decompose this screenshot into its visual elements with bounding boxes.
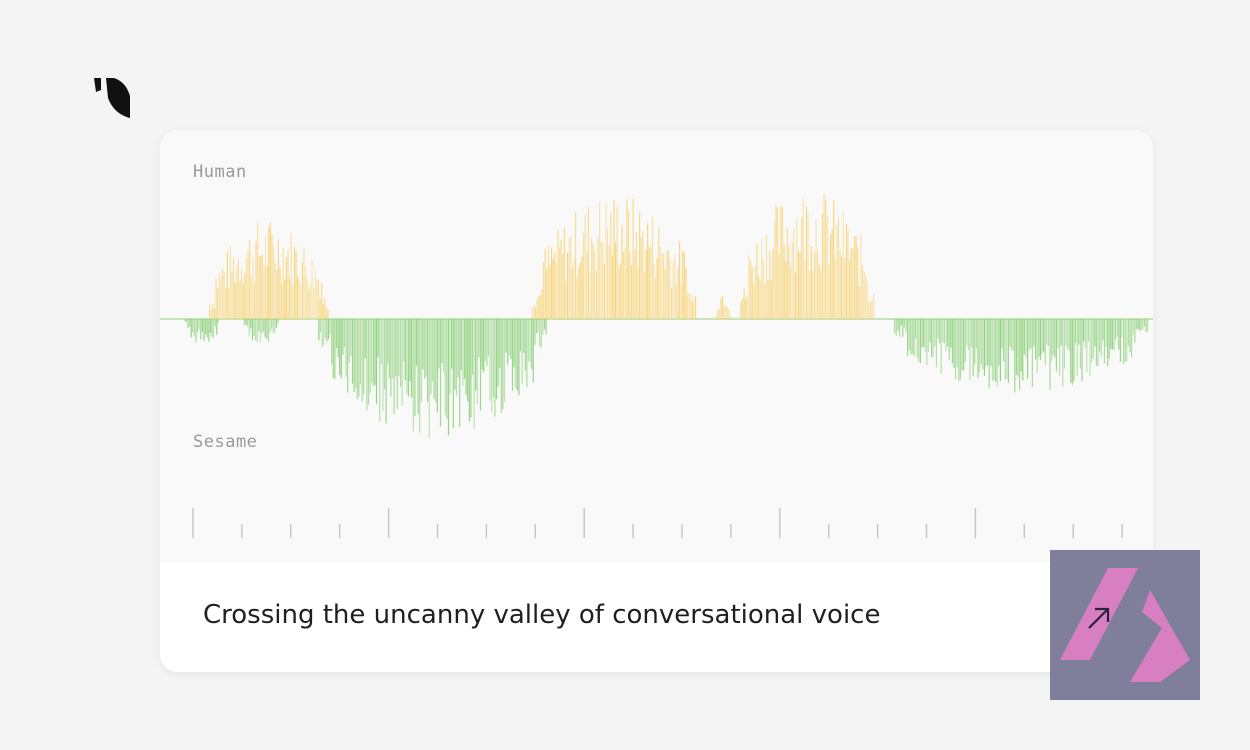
human-label: Human (193, 162, 247, 182)
waveform-area: Human Sesame (160, 130, 1153, 562)
article-card[interactable]: Human Sesame Crossing the uncanny valley… (160, 130, 1153, 672)
card-footer[interactable]: Crossing the uncanny valley of conversat… (160, 562, 1153, 672)
sesame-waveform (184, 319, 1149, 438)
sesame-label: Sesame (193, 432, 258, 452)
brand-badge-icon (1050, 550, 1200, 700)
article-title[interactable]: Crossing the uncanny valley of conversat… (203, 600, 881, 630)
sesame-logo-icon (94, 78, 130, 118)
arrow-up-right-icon[interactable] (1086, 605, 1112, 631)
waveform-chart (160, 193, 1153, 438)
timeline-ticks (192, 508, 1123, 538)
human-waveform (209, 193, 875, 319)
